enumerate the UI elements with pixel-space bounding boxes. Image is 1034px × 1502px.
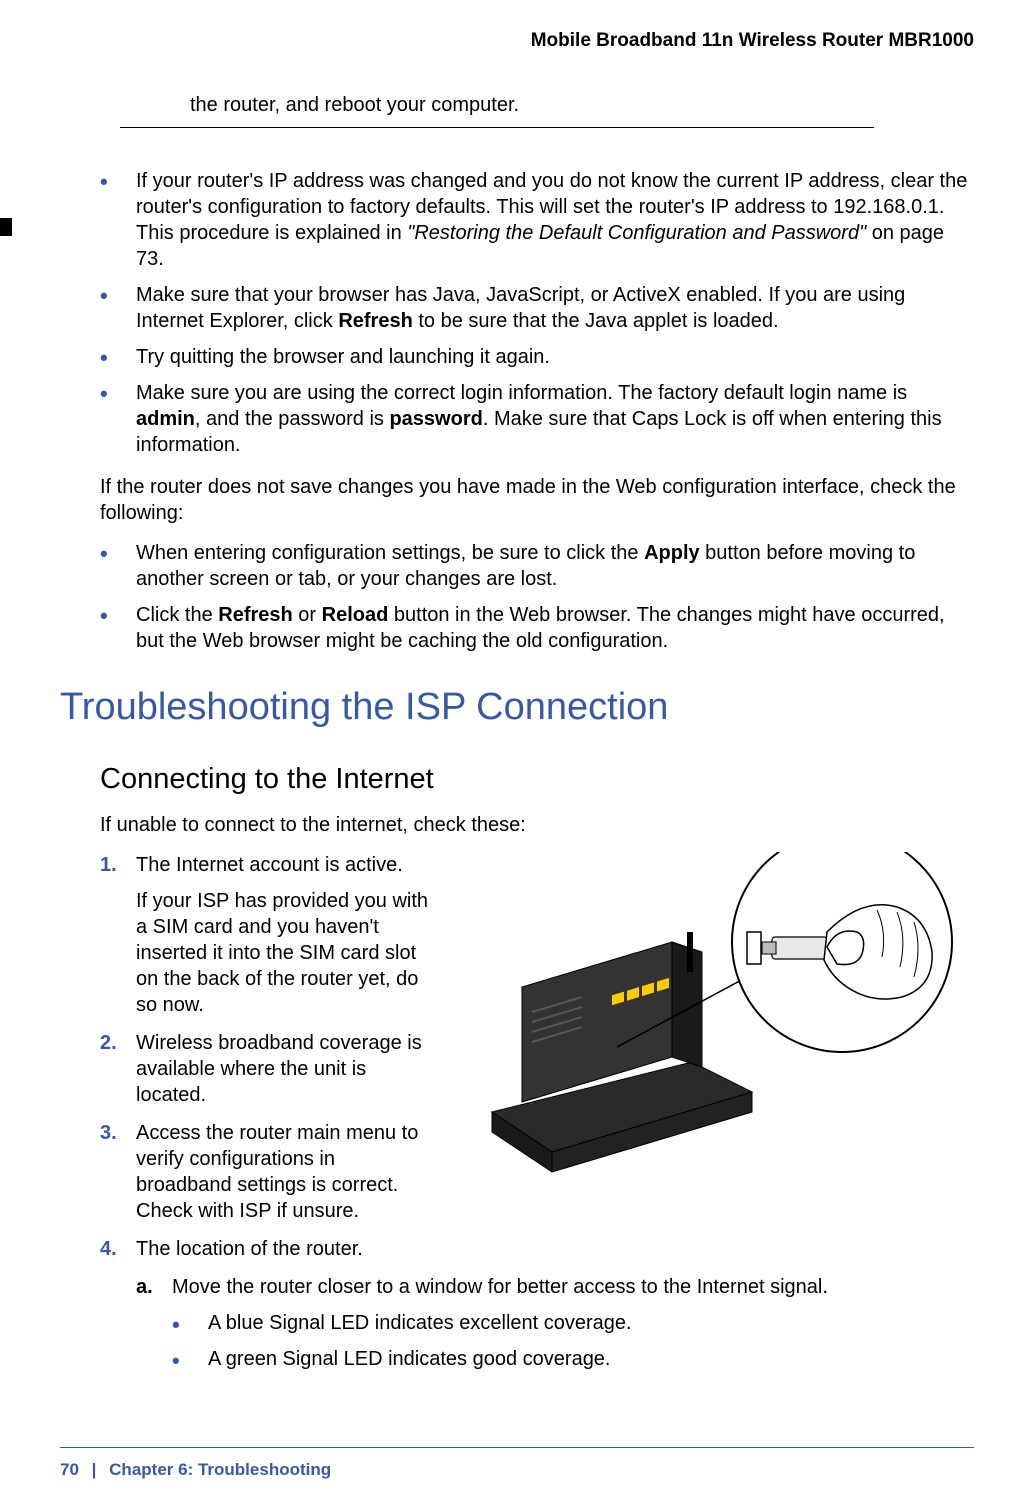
page-footer: 70 | Chapter 6: Troubleshooting [60, 1460, 331, 1480]
text-bold: Reload [322, 604, 389, 626]
text-column: The Internet account is active. If your … [100, 852, 430, 1274]
text-run: to be sure that the Java applet is loade… [413, 310, 779, 332]
two-column-layout: The Internet account is active. If your … [100, 852, 974, 1274]
heading-2: Connecting to the Internet [100, 763, 974, 796]
running-header: Mobile Broadband 11n Wireless Router MBR… [60, 30, 974, 52]
list-item: A green Signal LED indicates good covera… [172, 1344, 974, 1374]
footer-separator: | [92, 1460, 97, 1479]
sub-bullet-list: A blue Signal LED indicates excellent co… [172, 1308, 974, 1374]
text-bold: Refresh [218, 604, 292, 626]
text-run: Click the [136, 604, 218, 626]
text-run: The Internet account is active. [136, 854, 403, 876]
list-item: A blue Signal LED indicates excellent co… [172, 1308, 974, 1338]
text-italic: "Restoring the Default Configuration and… [407, 222, 866, 244]
text-bold: admin [136, 408, 195, 430]
note-rule [120, 127, 874, 128]
body-paragraph: If the router does not save changes you … [100, 474, 974, 526]
list-item: Make sure you are using the correct logi… [100, 380, 974, 458]
numbered-list: The Internet account is active. If your … [100, 852, 430, 1262]
list-item: Make sure that your browser has Java, Ja… [100, 282, 974, 334]
list-item: The Internet account is active. If your … [100, 852, 430, 1018]
note-box-continuation: the router, and reboot your computer. [190, 92, 874, 119]
illustration-column [450, 852, 974, 1274]
document-page: Mobile Broadband 11n Wireless Router MBR… [0, 0, 1034, 1502]
heading-1: Troubleshooting the ISP Connection [60, 686, 974, 729]
chapter-title: Troubleshooting [198, 1460, 331, 1479]
bullet-list-1: If your router's IP address was changed … [100, 168, 974, 458]
page-number: 70 [60, 1460, 79, 1479]
list-item: Click the Refresh or Reload button in th… [100, 602, 974, 654]
list-item: Access the router main menu to verify co… [100, 1120, 430, 1224]
list-item: The location of the router. [100, 1236, 430, 1262]
text-bold: Refresh [338, 310, 412, 332]
alpha-list: Move the router closer to a window for b… [136, 1274, 974, 1300]
text-run: When entering configuration settings, be… [136, 542, 644, 564]
list-item: Try quitting the browser and launching i… [100, 344, 974, 370]
text-run: or [293, 604, 322, 626]
change-bar [0, 218, 12, 236]
text-bold: password [389, 408, 482, 430]
text-bold: Apply [644, 542, 700, 564]
list-item: Wireless broadband coverage is available… [100, 1030, 430, 1108]
chapter-label: Chapter 6: [109, 1460, 193, 1479]
list-item: If your router's IP address was changed … [100, 168, 974, 272]
list-item: Move the router closer to a window for b… [136, 1274, 974, 1300]
router-sim-illustration [450, 852, 974, 1182]
text-run: , and the password is [195, 408, 390, 430]
bullet-list-2: When entering configuration settings, be… [100, 540, 974, 654]
body-paragraph: If unable to connect to the internet, ch… [100, 812, 974, 838]
text-run: Make sure you are using the correct logi… [136, 382, 907, 404]
footer-rule [60, 1447, 974, 1448]
list-item: When entering configuration settings, be… [100, 540, 974, 592]
sub-paragraph: If your ISP has provided you with a SIM … [136, 888, 430, 1018]
